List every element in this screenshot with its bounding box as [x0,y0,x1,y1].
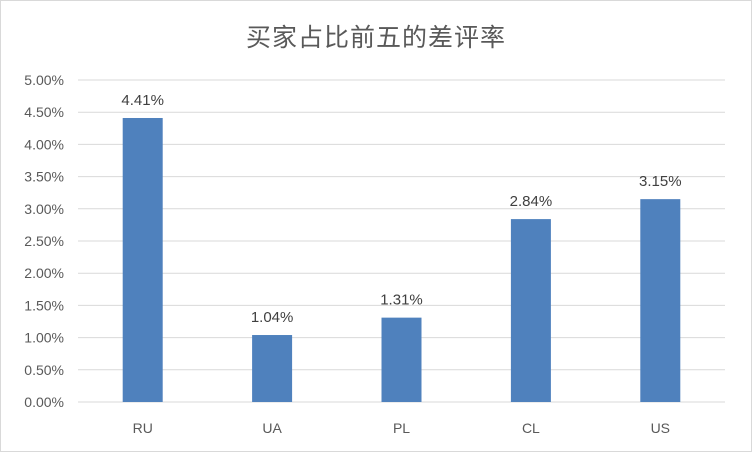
data-label-ua: 1.04% [251,309,294,326]
x-category-label-us: US [651,420,670,436]
y-tick-label: 2.50% [24,233,64,249]
y-tick-label: 2.00% [24,265,64,281]
x-category-label-pl: PL [393,420,410,436]
data-label-pl: 1.31% [380,292,423,309]
data-labels: 4.41% 1.04% 1.31% 2.84% 3.15% [121,92,681,326]
x-category-label-cl: CL [522,420,540,436]
x-axis-category-labels: RU UA PL CL US [133,420,670,436]
y-axis-tick-labels: 0.00% 0.50% 1.00% 1.50% 2.00% 2.50% 3.00% 3.50%… [24,72,64,410]
y-tick-label: 1.00% [24,330,64,346]
y-tick-label: 0.50% [24,362,64,378]
y-tick-label: 4.00% [24,136,64,152]
y-tick-label: 3.50% [24,169,64,185]
data-label-cl: 2.84% [510,193,553,210]
bar-us [640,199,681,402]
bars [122,117,681,402]
bar-pl [381,317,422,402]
y-tick-label: 4.50% [24,104,64,120]
x-category-label-ua: UA [262,420,282,436]
y-tick-label: 0.00% [24,394,64,410]
bar-ua [252,335,293,402]
y-tick-label: 3.00% [24,201,64,217]
grid-lines [78,79,725,403]
x-category-label-ru: RU [133,420,153,436]
bar-ru [122,117,163,402]
y-tick-label: 1.50% [24,297,64,313]
chart-title: 买家占比前五的差评率 [245,23,506,52]
data-label-ru: 4.41% [121,92,164,109]
y-tick-label: 5.00% [24,72,64,88]
data-label-us: 3.15% [639,173,682,190]
bar-cl [510,219,551,402]
